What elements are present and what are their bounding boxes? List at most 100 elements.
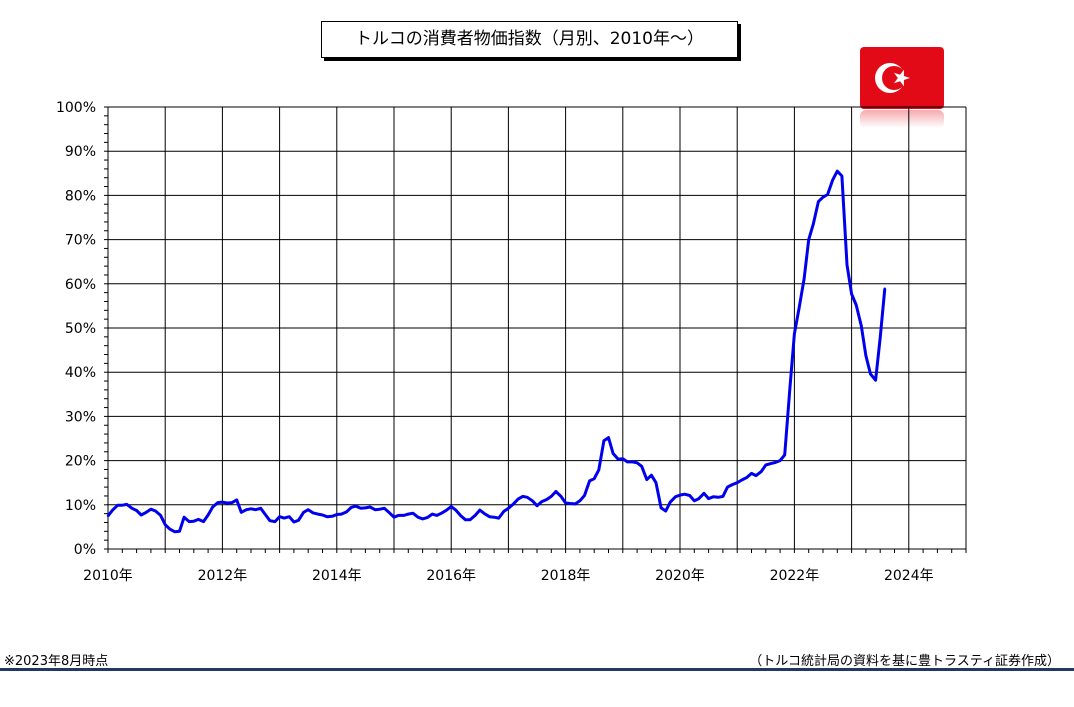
data-point — [635, 461, 639, 464]
data-point — [483, 512, 486, 515]
y-tick-label: 0% — [74, 542, 96, 558]
data-point — [159, 514, 162, 517]
data-point — [383, 507, 386, 510]
data-point — [259, 507, 262, 510]
data-point — [507, 507, 510, 510]
data-point — [812, 222, 815, 226]
data-point — [249, 507, 253, 510]
data-point — [607, 436, 610, 439]
data-point — [702, 492, 706, 495]
data-point — [245, 508, 248, 511]
data-point — [559, 495, 563, 498]
data-point — [278, 515, 281, 518]
data-point — [178, 530, 181, 533]
data-point — [221, 500, 224, 504]
data-point — [669, 500, 672, 504]
y-axis-ticks: 0% 10% 20% 30% 40% 50% 60% 70% 80% 90% 100% — [56, 100, 96, 558]
data-point — [311, 511, 314, 514]
data-point — [826, 193, 829, 196]
data-point — [516, 497, 520, 501]
data-point — [840, 174, 844, 178]
data-point — [364, 506, 367, 510]
data-point — [874, 379, 877, 382]
data-point — [492, 516, 496, 519]
data-point — [588, 479, 591, 483]
data-point — [388, 511, 391, 514]
data-point — [202, 520, 205, 523]
data-point — [416, 516, 420, 519]
y-tick-label: 80% — [65, 188, 96, 204]
data-point — [712, 495, 715, 498]
data-point — [631, 460, 634, 464]
data-point — [611, 452, 615, 455]
data-point — [540, 500, 543, 503]
data-point — [459, 514, 463, 518]
data-point — [121, 504, 124, 507]
data-point — [674, 495, 677, 498]
data-point — [526, 496, 529, 499]
source-note: （トルコ統計局の資料を基に豊トラスティ証券作成） — [749, 654, 1060, 669]
data-point — [736, 481, 739, 484]
y-tick-label: 40% — [65, 365, 96, 381]
turkey-flag-icon — [860, 47, 944, 109]
data-point — [745, 476, 749, 479]
data-point — [206, 513, 210, 517]
data-point — [678, 493, 682, 497]
data-point — [421, 517, 424, 521]
data-point — [502, 510, 505, 513]
data-point — [297, 519, 300, 522]
data-point — [754, 474, 758, 477]
data-point — [531, 499, 534, 502]
data-point — [373, 508, 377, 511]
data-point — [654, 481, 658, 484]
data-point — [325, 515, 329, 518]
data-point — [349, 506, 353, 509]
data-point — [817, 200, 820, 203]
data-point — [321, 513, 324, 517]
data-point — [821, 196, 825, 199]
data-point — [130, 507, 134, 510]
data-point — [240, 511, 243, 514]
data-point — [264, 513, 267, 516]
flag-reflection — [860, 110, 944, 128]
x-tick-label: 2024年 — [884, 568, 934, 584]
data-point — [273, 520, 277, 523]
data-point — [721, 495, 725, 498]
y-tick-label: 20% — [65, 454, 96, 470]
bottom-rule — [0, 668, 1074, 671]
data-point — [197, 518, 200, 521]
data-point — [707, 497, 710, 500]
data-point — [683, 493, 686, 496]
data-point — [697, 497, 701, 500]
data-point — [797, 307, 801, 310]
data-point — [168, 527, 171, 531]
data-point — [731, 483, 734, 486]
data-point — [879, 336, 882, 339]
data-point — [659, 506, 663, 510]
data-point — [783, 453, 786, 457]
data-point — [359, 507, 362, 510]
data-point — [397, 514, 400, 517]
y-tick-label: 90% — [65, 144, 96, 160]
data-point — [116, 504, 119, 507]
data-point — [445, 508, 448, 512]
data-point — [769, 462, 772, 465]
data-point — [192, 520, 195, 523]
data-point — [793, 332, 796, 335]
data-point — [860, 324, 863, 327]
data-point — [316, 512, 320, 516]
data-point — [497, 516, 500, 520]
chart-title: トルコの消費者物価指数（月別、2010年～） — [321, 21, 738, 58]
data-point — [740, 478, 743, 482]
data-point — [650, 474, 653, 477]
data-point — [664, 509, 667, 513]
data-point — [883, 287, 886, 290]
data-point — [235, 498, 238, 502]
data-point — [140, 513, 143, 517]
data-point — [488, 515, 491, 518]
data-point — [354, 504, 357, 508]
data-point — [154, 509, 157, 513]
data-point — [621, 457, 624, 460]
data-point — [292, 520, 296, 524]
